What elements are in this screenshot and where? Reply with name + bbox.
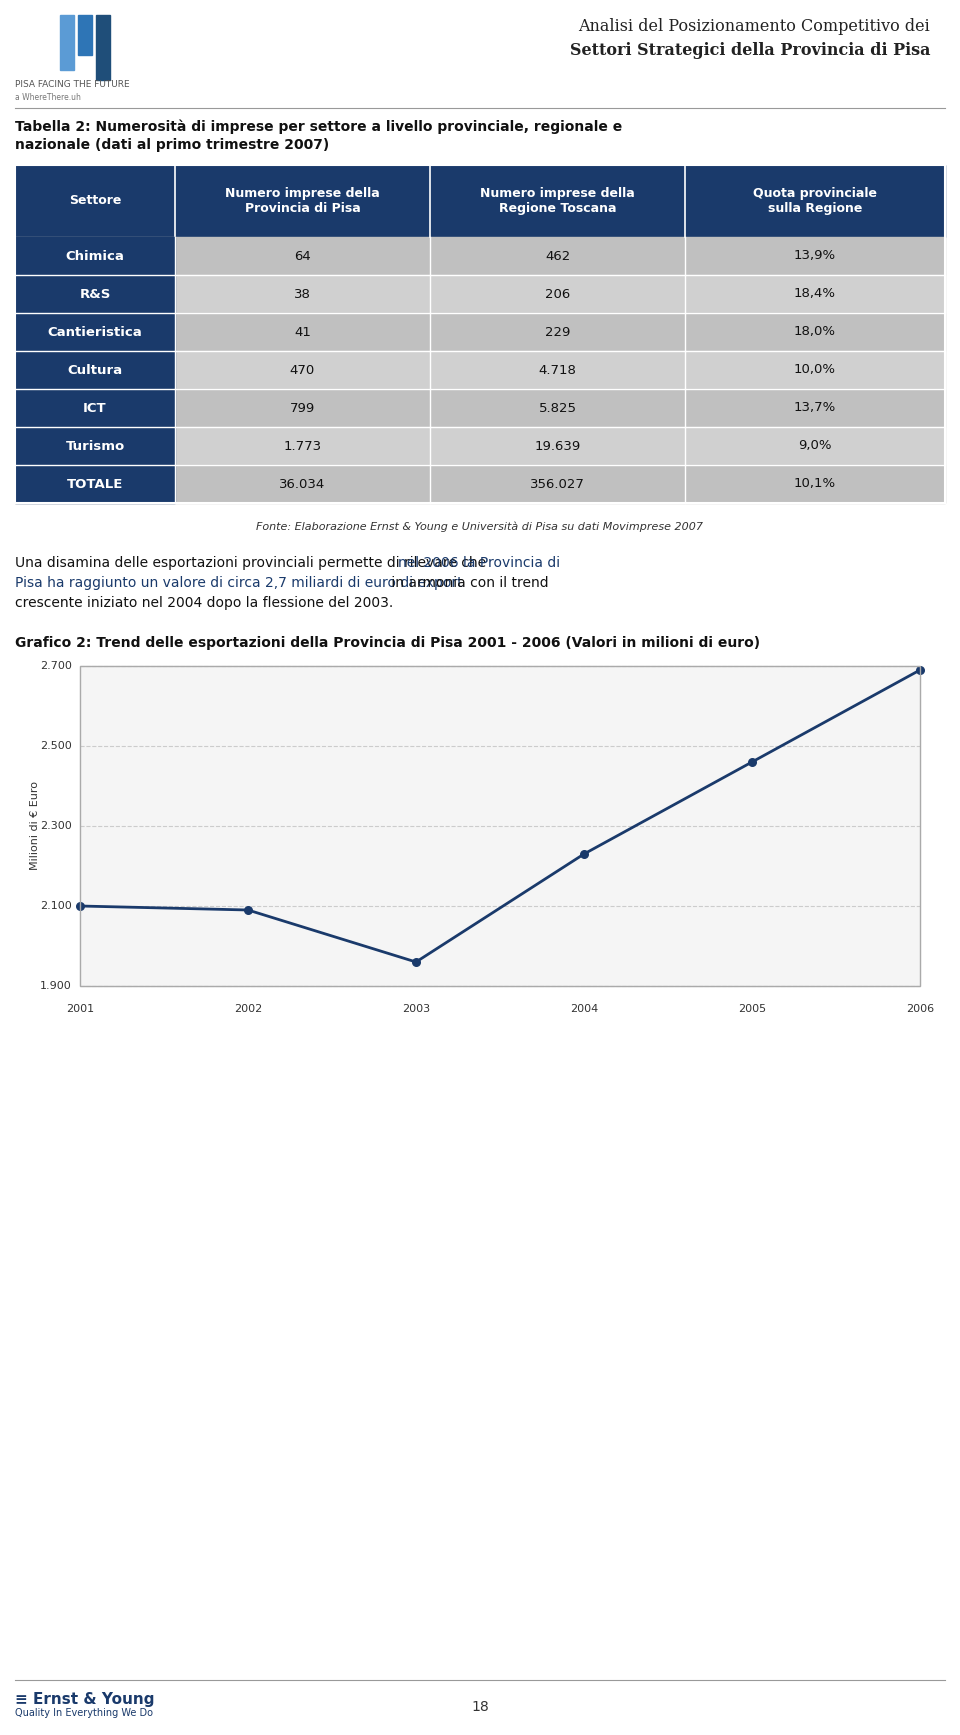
Point [240,895,255,923]
Bar [60,16,74,69]
Text: 18: 18 [471,1700,489,1714]
Text: Cultura: Cultura [67,364,123,376]
Text: 5.825: 5.825 [539,401,577,415]
Text: 2.100: 2.100 [40,900,72,911]
Text: Numero imprese della
Provincia di Pisa: Numero imprese della Provincia di Pisa [226,187,380,215]
Bar [15,389,175,427]
Bar [15,427,175,465]
Text: 799: 799 [290,401,315,415]
Text: 2.500: 2.500 [40,741,72,751]
Bar [15,312,945,350]
Text: 18,0%: 18,0% [794,326,836,338]
Text: 229: 229 [545,326,570,338]
Point [72,892,87,920]
Text: 2001: 2001 [66,1005,94,1013]
Text: nel 2006 la Provincia di: nel 2006 la Provincia di [398,555,560,571]
Text: 2006: 2006 [906,1005,934,1013]
Text: Pisa ha raggiunto un valore di circa 2,7 miliardi di euro di export: Pisa ha raggiunto un valore di circa 2,7… [15,576,463,590]
Bar [15,276,945,312]
Text: ≡ Ernst & Young: ≡ Ernst & Young [15,1692,155,1707]
Bar [78,16,92,56]
Text: 36.034: 36.034 [279,477,325,491]
Text: R&S: R&S [80,288,110,300]
Bar [15,312,175,350]
Text: Turismo: Turismo [65,439,125,453]
Text: 2005: 2005 [738,1005,766,1013]
Point [912,656,927,684]
Text: PISA FACING THE FUTURE: PISA FACING THE FUTURE [15,80,130,88]
Text: Settori Strategici della Provincia di Pisa: Settori Strategici della Provincia di Pi… [569,42,930,59]
Text: Quality In Everything We Do: Quality In Everything We Do [15,1707,153,1718]
Text: Tabella 2: Numerosità di imprese per settore a livello provinciale, regionale e: Tabella 2: Numerosità di imprese per set… [15,120,627,135]
Text: 2004: 2004 [570,1005,598,1013]
Text: Una disamina delle esportazioni provinciali permette di rilevare che: Una disamina delle esportazioni provinci… [15,555,491,571]
Text: TOTALE: TOTALE [67,477,123,491]
Text: nazionale (dati al primo trimestre 2007): nazionale (dati al primo trimestre 2007) [15,139,329,153]
Text: 356.027: 356.027 [530,477,585,491]
Text: 10,1%: 10,1% [794,477,836,491]
Point [576,840,591,868]
Text: 38: 38 [294,288,311,300]
Text: Quota provinciale
sulla Regione: Quota provinciale sulla Regione [753,187,877,215]
Text: Fonte: Elaborazione Ernst & Young e Università di Pisa su dati Movimprese 2007: Fonte: Elaborazione Ernst & Young e Univ… [256,520,704,531]
Bar [80,666,920,985]
Text: 2.300: 2.300 [40,821,72,831]
Bar [15,238,945,276]
Text: Milioni di € Euro: Milioni di € Euro [30,781,40,871]
Text: 2002: 2002 [234,1005,262,1013]
Text: 4.718: 4.718 [539,364,576,376]
Bar [15,389,945,427]
Bar [15,165,945,503]
Bar [15,427,945,465]
Text: ICT: ICT [84,401,107,415]
Text: 64: 64 [294,250,311,262]
Point [744,748,759,776]
Bar [15,350,945,389]
Text: Settore: Settore [69,194,121,208]
Bar [15,465,945,503]
Text: 19.639: 19.639 [535,439,581,453]
Text: 13,7%: 13,7% [794,401,836,415]
Text: 2003: 2003 [402,1005,430,1013]
Text: 10,0%: 10,0% [794,364,836,376]
Bar [15,276,175,312]
Text: Cantieristica: Cantieristica [48,326,142,338]
Text: 13,9%: 13,9% [794,250,836,262]
Text: 206: 206 [545,288,570,300]
Text: 41: 41 [294,326,311,338]
Text: in armonia con il trend: in armonia con il trend [387,576,548,590]
Text: 18,4%: 18,4% [794,288,836,300]
Text: crescente iniziato nel 2004 dopo la flessione del 2003.: crescente iniziato nel 2004 dopo la fles… [15,597,394,611]
Point [408,947,423,975]
Text: 9,0%: 9,0% [799,439,831,453]
Text: a WhereThere.uh: a WhereThere.uh [15,94,81,102]
Text: 470: 470 [290,364,315,376]
Text: 1.900: 1.900 [40,980,72,991]
Text: Numero imprese della
Regione Toscana: Numero imprese della Regione Toscana [480,187,635,215]
Text: 462: 462 [545,250,570,262]
Text: Analisi del Posizionamento Competitivo dei: Analisi del Posizionamento Competitivo d… [578,17,930,35]
Bar [15,350,175,389]
Bar [96,16,110,80]
Bar [80,666,920,985]
Text: Chimica: Chimica [65,250,125,262]
Text: Grafico 2: Trend delle esportazioni della Provincia di Pisa 2001 - 2006 (Valori : Grafico 2: Trend delle esportazioni dell… [15,637,760,651]
Bar [15,165,945,238]
Text: 2.700: 2.700 [40,661,72,671]
Bar [15,238,175,276]
Bar [15,465,175,503]
Text: 1.773: 1.773 [283,439,322,453]
